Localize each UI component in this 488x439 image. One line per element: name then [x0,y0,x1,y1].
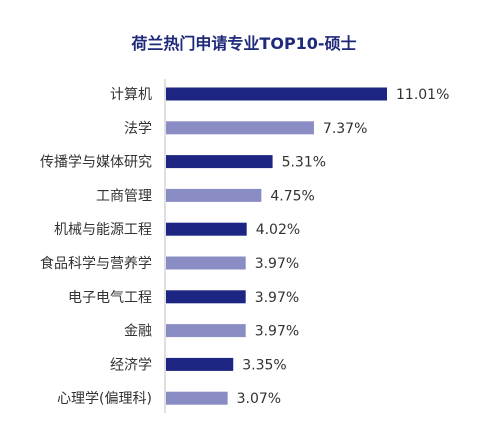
category-label: 工商管理 [96,188,152,204]
bar [166,188,262,202]
category-label: 经济学 [110,357,152,373]
bar [166,222,247,236]
value-label: 3.97% [255,256,299,272]
bar [166,256,246,270]
bar [166,324,246,338]
chart-title: 荷兰热门申请专业TOP10-硕士 [131,34,357,53]
bar [166,155,273,169]
bar [166,290,246,304]
category-label: 机械与能源工程 [54,222,152,238]
category-label: 心理学(偏理科) [57,391,152,407]
value-label: 3.97% [255,290,299,306]
value-label: 5.31% [282,155,326,171]
category-label: 法学 [124,121,152,137]
value-label: 4.02% [256,222,300,238]
value-label: 3.07% [237,391,281,407]
category-label: 金融 [124,324,152,340]
category-label: 食品科学与营养学 [40,255,152,272]
bar [166,87,387,101]
bar [166,391,228,405]
bar [166,357,234,371]
category-label: 电子电气工程 [68,290,152,306]
value-label: 7.37% [323,121,367,137]
value-label: 3.97% [255,324,299,340]
value-label: 11.01% [396,87,449,103]
category-label: 计算机 [110,87,152,103]
value-label: 3.35% [242,357,286,373]
category-label: 传播学与媒体研究 [40,155,152,171]
bar [166,121,314,135]
value-label: 4.75% [270,188,314,204]
